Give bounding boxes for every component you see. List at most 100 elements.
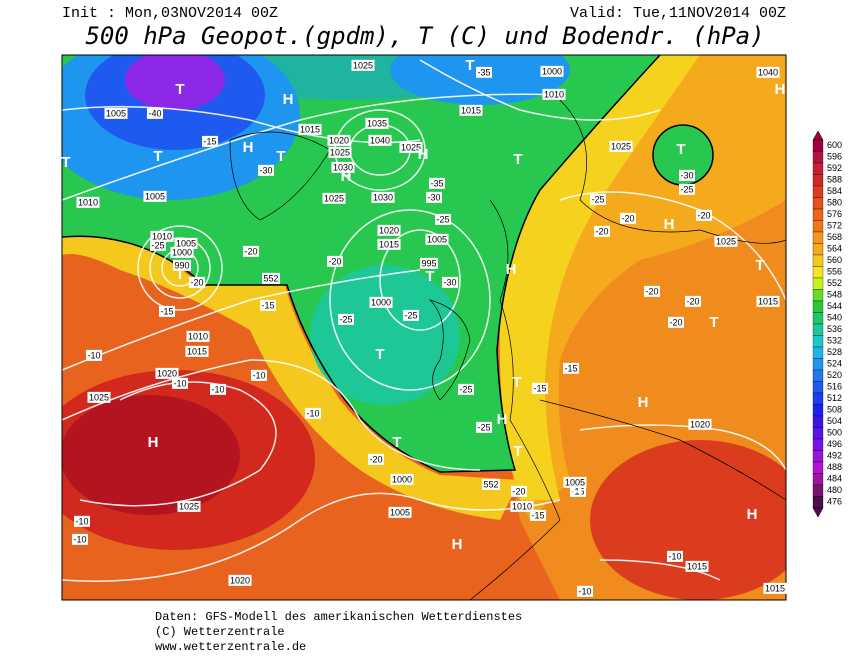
colorbar-label: 580 <box>827 198 842 208</box>
colorbar-segment <box>812 496 824 509</box>
colorbar-label: 476 <box>827 497 842 507</box>
colorbar-segment <box>812 415 824 428</box>
colorbar-label: 516 <box>827 382 842 392</box>
isobar-label-box <box>563 476 587 488</box>
temperature-label: -25 <box>680 184 693 194</box>
colorbar-label: 548 <box>827 290 842 300</box>
isobar-label-box <box>368 134 392 146</box>
temperature-label: -10 <box>668 551 681 561</box>
colorbar-segment <box>812 438 824 451</box>
isobar-label: 1005 <box>176 238 196 248</box>
colorbar-label: 536 <box>827 324 842 334</box>
isobar-label: 1005 <box>145 191 165 201</box>
colorbar-label: 560 <box>827 255 842 265</box>
temperature-label-box <box>209 383 227 395</box>
isobar-label-box <box>459 104 483 116</box>
isobar-label-box <box>609 140 633 152</box>
temperature-label-box <box>250 369 268 381</box>
isobar-label: 1020 <box>690 419 710 429</box>
temperature-label: -30 <box>427 192 440 202</box>
isobar-label-box <box>327 134 351 146</box>
pressure-center: T <box>375 346 384 363</box>
temperature-label: -25 <box>436 214 449 224</box>
temperature-label-box <box>73 515 91 527</box>
temperature-label: -10 <box>252 370 265 380</box>
temperature-label-box <box>367 453 385 465</box>
isobar-label-box <box>228 574 252 586</box>
footer-copyright: (C) Wetterzentrale <box>155 625 285 639</box>
isobar-label-box <box>143 190 167 202</box>
colorbar-segment <box>812 151 824 164</box>
colorbar-segment <box>812 289 824 302</box>
isobar-label: 1025 <box>330 147 350 157</box>
temperature-label: -25 <box>151 240 164 250</box>
temperature-label: -25 <box>404 310 417 320</box>
isobar-label-box <box>377 238 401 250</box>
temperature-label: -15 <box>261 300 274 310</box>
colorbar-segment <box>812 392 824 405</box>
isobar-label: 1025 <box>324 193 344 203</box>
temperature-label-box <box>441 276 459 288</box>
isobar-label-box <box>351 59 375 71</box>
temperature-label: -20 <box>595 226 608 236</box>
colorbar-segment <box>812 139 824 152</box>
colorbar-segment <box>812 300 824 313</box>
colorbar-label: 576 <box>827 209 842 219</box>
colorbar-label: 596 <box>827 152 842 162</box>
pressure-center: T <box>175 266 184 283</box>
pressure-center: H <box>243 139 254 156</box>
colorbar-label: 544 <box>827 301 842 311</box>
colorbar-label: 492 <box>827 451 842 461</box>
temperature-label: -35 <box>430 178 443 188</box>
temperature-label-box <box>589 193 607 205</box>
pressure-center: T <box>276 148 285 165</box>
temperature-label: -20 <box>328 256 341 266</box>
colorbar-segment <box>812 185 824 198</box>
isobar-label: 1040 <box>370 135 390 145</box>
isobar-label-box <box>377 224 401 236</box>
colorbar-label: 532 <box>827 336 842 346</box>
pressure-center: H <box>775 81 786 98</box>
pressure-center: T <box>676 141 685 158</box>
temperature-label: -20 <box>621 213 634 223</box>
temperature-label: -20 <box>645 286 658 296</box>
isobar-label: 1000 <box>542 66 562 76</box>
isobar-label: 1005 <box>106 108 126 118</box>
isobar-label: 1000 <box>371 297 391 307</box>
pressure-center: H <box>638 394 649 411</box>
isobar-label-box <box>542 88 566 100</box>
pressure-center: T <box>709 314 718 331</box>
pressure-center: T <box>465 57 474 74</box>
temperature-label-box <box>201 135 219 147</box>
isobar-label-box <box>87 391 111 403</box>
colorbar-label: 584 <box>827 186 842 196</box>
isobar-label: 1030 <box>333 162 353 172</box>
pressure-center: T <box>755 257 764 274</box>
isobar-label-box <box>390 473 414 485</box>
pressure-center: T <box>425 268 434 285</box>
pressure-center: H <box>418 146 429 163</box>
colorbar-label: 512 <box>827 393 842 403</box>
isobar-label: 1005 <box>390 507 410 517</box>
pressure-center: H <box>572 484 583 501</box>
isobar-label-box <box>714 235 738 247</box>
geopotential-label-box <box>261 272 281 284</box>
colorbar-segment <box>812 358 824 371</box>
temperature-label: -15 <box>533 383 546 393</box>
isobar-label: 1025 <box>611 141 631 151</box>
temperature-label-box <box>667 316 685 328</box>
isobar-label-box <box>425 233 449 245</box>
isobar-label: 1035 <box>367 118 387 128</box>
isobar-label: 1025 <box>401 142 421 152</box>
isobar-label: 1005 <box>427 234 447 244</box>
isobar-label: 1015 <box>758 296 778 306</box>
isobar-label-box <box>685 560 709 572</box>
colorbar-segment <box>812 231 824 244</box>
isobar-label-box <box>331 161 355 173</box>
colorbar-segment <box>812 208 824 221</box>
isobar-label-box <box>322 192 346 204</box>
colorbar-label: 524 <box>827 359 842 369</box>
pressure-center: T <box>513 443 522 460</box>
temperature-label-box <box>188 276 206 288</box>
